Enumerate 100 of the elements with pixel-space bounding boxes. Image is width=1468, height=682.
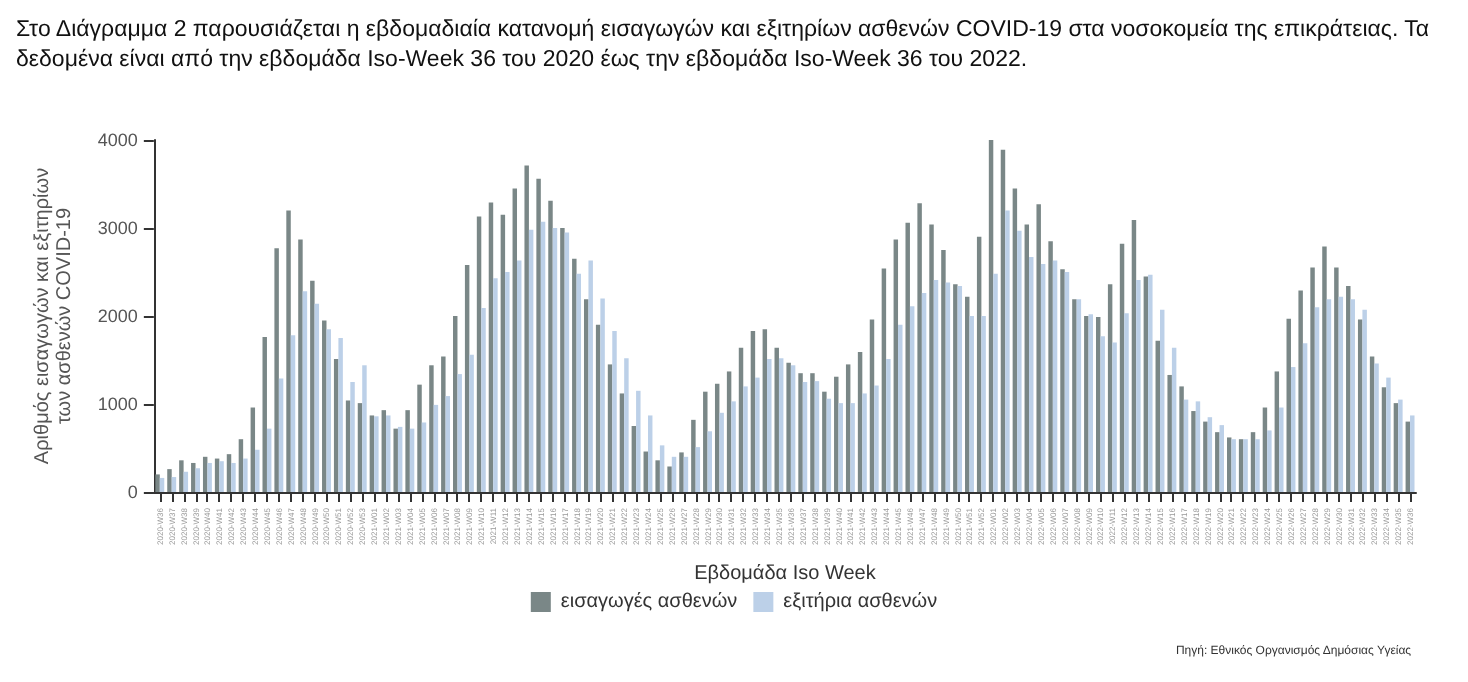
bar <box>750 330 756 492</box>
bar <box>290 335 296 492</box>
bar <box>583 299 589 492</box>
bar <box>822 391 827 492</box>
bar <box>219 461 224 492</box>
bar <box>655 460 660 492</box>
bar <box>1036 204 1041 492</box>
bar <box>1076 299 1082 492</box>
bar <box>1005 210 1010 492</box>
bar <box>1029 257 1034 492</box>
bar <box>1096 316 1101 492</box>
bar <box>453 316 458 492</box>
bar <box>909 306 915 492</box>
bar <box>488 202 494 492</box>
bar <box>1346 286 1351 492</box>
bar <box>762 329 768 492</box>
bar <box>845 364 851 492</box>
bar <box>659 445 665 492</box>
bar <box>1179 386 1184 492</box>
bar <box>338 338 343 492</box>
bar <box>619 393 625 492</box>
bar <box>1072 299 1077 492</box>
bar <box>572 258 577 492</box>
bar <box>719 412 724 492</box>
bar <box>326 329 331 492</box>
bar <box>1314 307 1320 492</box>
bar <box>564 232 570 492</box>
bar <box>262 337 267 492</box>
bar <box>333 359 339 492</box>
bar <box>1100 336 1105 492</box>
bar <box>695 447 701 492</box>
bar <box>1012 188 1018 492</box>
bar <box>1215 432 1220 492</box>
bar <box>1040 264 1046 492</box>
bar <box>957 286 963 492</box>
bar <box>929 224 934 492</box>
bar <box>298 239 303 492</box>
bar <box>1226 437 1232 492</box>
bar <box>1160 309 1165 492</box>
bar <box>636 390 641 492</box>
bar <box>238 439 244 492</box>
bar <box>679 452 684 492</box>
bar <box>667 466 672 492</box>
bar <box>278 378 284 492</box>
bar <box>421 422 427 492</box>
bar <box>814 381 820 492</box>
bar <box>834 376 839 492</box>
bar <box>905 222 910 492</box>
bar <box>981 316 986 492</box>
bar <box>1088 314 1094 492</box>
bar <box>1112 342 1117 492</box>
bar <box>1167 374 1172 492</box>
bar <box>386 415 391 492</box>
bar <box>862 393 867 492</box>
bar <box>917 203 922 492</box>
bar <box>703 391 708 492</box>
bar <box>481 308 486 492</box>
bar <box>810 373 815 492</box>
bar <box>505 272 510 492</box>
bar <box>560 228 565 492</box>
bar <box>600 298 605 492</box>
bar <box>1238 439 1244 492</box>
bar <box>1302 343 1308 492</box>
bar <box>1219 425 1224 492</box>
bar <box>1350 299 1355 492</box>
bar <box>798 373 803 492</box>
bar <box>1017 230 1022 492</box>
bar <box>1243 439 1248 492</box>
bar <box>226 454 232 492</box>
bar <box>1048 241 1053 492</box>
y-tick-label: 0 <box>127 482 138 502</box>
bar <box>1369 356 1375 492</box>
y-tick-label: 3000 <box>97 218 138 238</box>
x-axis-title: Εβδομάδα Iso Week <box>694 563 878 585</box>
bar <box>612 330 617 492</box>
y-tick-label: 4000 <box>97 130 138 150</box>
y-tick-label: 1000 <box>97 394 138 414</box>
y-tick-label: 2000 <box>97 306 138 326</box>
bar <box>322 320 327 492</box>
bar <box>167 469 172 492</box>
y-axis-title: Αριθμός εισαγωγών και εξιτηρίων των ασθενών COVID-19 <box>32 167 76 465</box>
bar <box>457 374 462 492</box>
bar <box>1334 267 1339 492</box>
bar <box>1255 439 1260 492</box>
bar <box>1279 407 1284 492</box>
bar <box>1374 363 1379 492</box>
bar <box>1326 299 1332 492</box>
bar <box>1143 276 1149 492</box>
bar <box>1267 430 1272 492</box>
bar <box>207 462 212 492</box>
bar <box>1119 243 1125 492</box>
bar <box>393 428 398 492</box>
bar <box>691 419 696 492</box>
bar <box>993 273 998 492</box>
bar <box>1060 269 1065 492</box>
bar <box>362 365 367 492</box>
bar <box>886 359 891 492</box>
bar <box>191 462 196 492</box>
bar <box>231 462 236 492</box>
bar <box>874 385 879 492</box>
